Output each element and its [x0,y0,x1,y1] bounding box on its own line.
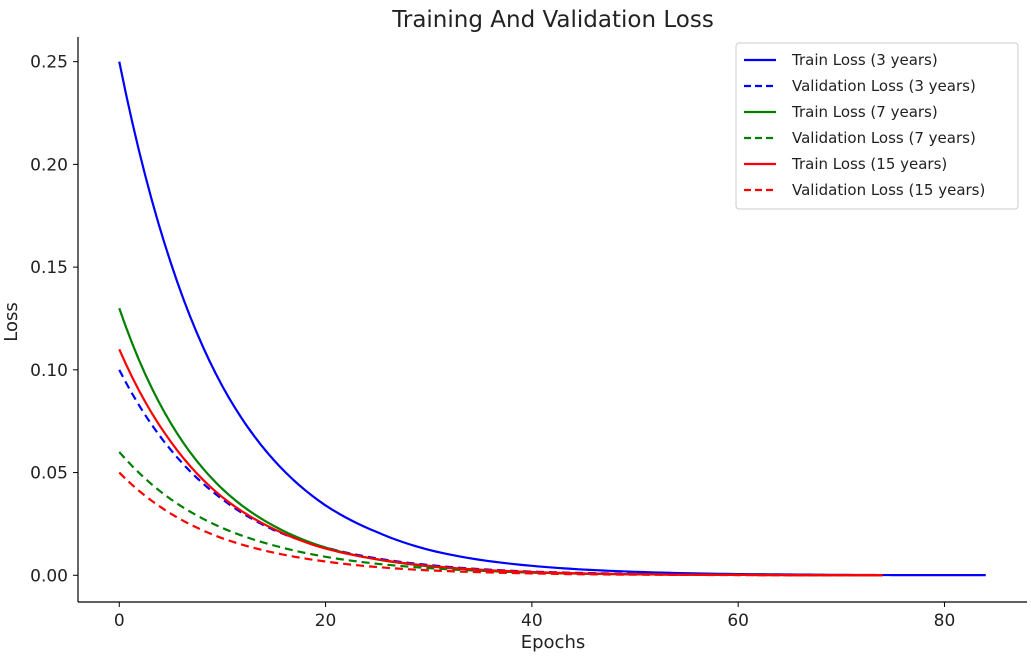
x-axis-label: Epochs [521,632,586,653]
series-line-3 [118,451,883,577]
y-tick-label: 0.25 [30,53,68,73]
x-tick-label: 40 [521,611,543,631]
x-axis-ticks: 0 20 40 60 80 [114,602,955,631]
x-tick-label: 20 [315,611,337,631]
legend-label: Validation Loss (7 years) [792,129,976,147]
y-tick-label: 0.00 [30,566,68,586]
series-line-1 [118,369,883,577]
y-tick-label: 0.15 [30,258,68,278]
series-line-2 [118,307,883,577]
x-tick-label: 60 [727,611,749,631]
y-tick-label: 0.05 [30,464,68,484]
series-layer [118,61,986,577]
x-tick-label: 0 [114,611,125,631]
y-axis-label: Loss [1,302,22,341]
legend-label: Train Loss (3 years) [791,51,938,69]
y-axis-ticks: 0.00 0.05 0.10 0.15 0.20 0.25 [30,53,78,586]
legend-label: Train Loss (7 years) [791,103,938,121]
legend-label: Train Loss (15 years) [791,155,947,173]
legend-label: Validation Loss (15 years) [792,181,985,199]
y-tick-label: 0.20 [30,155,68,175]
legend-label: Validation Loss (3 years) [792,77,976,95]
plot-area [77,37,1027,603]
legend-box [735,42,1019,210]
y-tick-label: 0.10 [30,361,68,381]
x-tick-label: 80 [934,611,956,631]
series-line-5 [118,471,883,577]
legend: Train Loss (3 years) Validation Loss (3 y… [735,42,1019,210]
chart-title: Training And Validation Loss [391,7,714,33]
